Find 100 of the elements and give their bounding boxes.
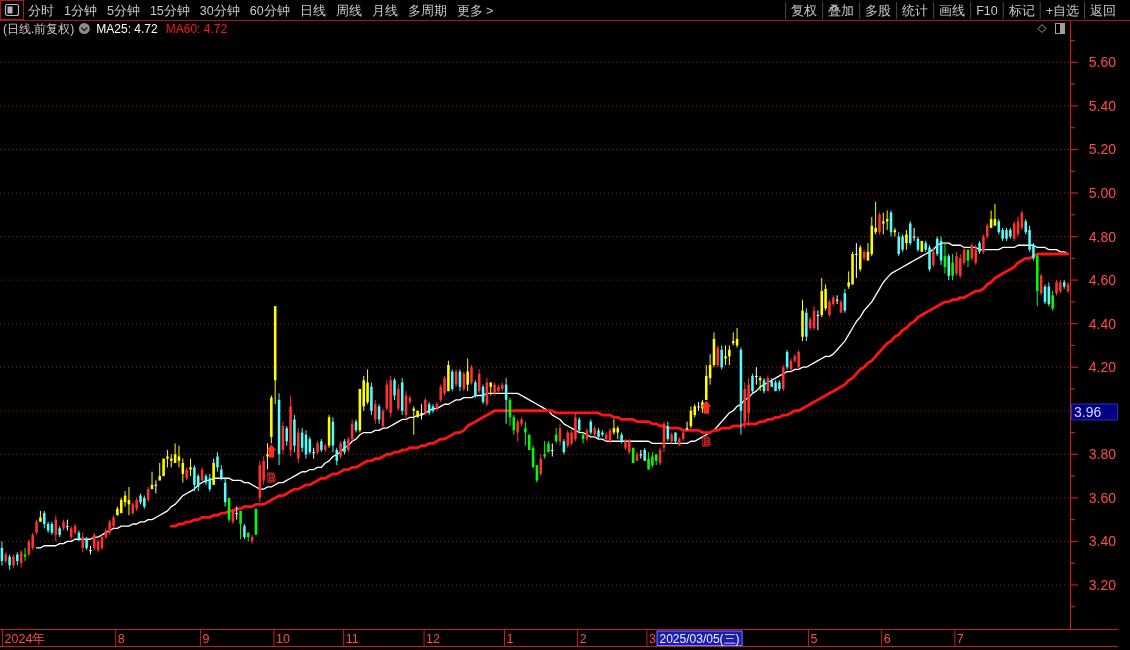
text: 月线 (371, 4, 398, 18)
annotation: B (267, 470, 277, 485)
candlestick (720, 344, 723, 370)
text: 复权 (791, 4, 818, 18)
candlestick (235, 506, 238, 521)
text: 60分钟 (249, 4, 290, 18)
y-tick-label: 5.40 (1088, 97, 1117, 114)
y-tick-label: 5.00 (1088, 185, 1117, 202)
text: 周线 (335, 4, 362, 18)
candlestick (412, 405, 416, 436)
candlestick (728, 344, 731, 366)
text: 5分钟 (106, 4, 140, 18)
candlestick (66, 519, 69, 532)
candlestick (959, 253, 962, 279)
candlestick (285, 425, 289, 447)
x-tick-label: 9 (202, 632, 210, 646)
x-tick-label: 12 (426, 632, 440, 646)
candlestick (193, 464, 196, 492)
y-tick-label: 3.40 (1088, 533, 1117, 550)
text: 1分钟 (64, 4, 97, 18)
text: F10 (976, 4, 998, 18)
text: 画线 (939, 4, 966, 18)
candlestick (574, 412, 577, 442)
candlestick (928, 244, 931, 272)
candlestick (366, 368, 369, 405)
candlestick (905, 229, 908, 251)
x-tick-label: 7 (956, 632, 964, 646)
candlestick (947, 253, 951, 281)
x-tick-label: 1 (506, 632, 514, 646)
y-tick-label: 5.60 (1088, 54, 1117, 71)
y-tick-label: 4.20 (1088, 359, 1117, 376)
y-tick-label: 3.80 (1088, 446, 1117, 463)
text: +自选 (1045, 4, 1079, 18)
candlestick (724, 344, 727, 366)
candlestick (824, 283, 827, 312)
candlestick (470, 364, 473, 386)
annotation: B (701, 435, 711, 450)
candlestick (370, 381, 373, 416)
candlestick (216, 451, 219, 473)
text: 叠加 (828, 4, 855, 18)
x-tick-label: 11 (345, 632, 359, 646)
line-series (169, 252, 1070, 528)
text: 多周期 (407, 4, 447, 18)
text: 多股 (865, 4, 892, 18)
text: MA60: 4.72 (165, 22, 228, 36)
y-tick-label: 3.60 (1088, 489, 1117, 506)
x-tick-label: 6 (883, 632, 891, 646)
candlestick (858, 244, 862, 272)
candlestick (266, 442, 269, 471)
candlestick (312, 447, 315, 460)
text: 分时 (28, 4, 54, 18)
text: 统计 (902, 4, 929, 18)
candlestick (420, 403, 423, 420)
candlestick (524, 421, 527, 447)
candlestick (239, 510, 242, 540)
candlestick (820, 277, 824, 318)
text: MA25: 4.72 (96, 22, 159, 36)
candlestick (878, 212, 881, 235)
candlestick (443, 375, 446, 397)
candlestick (932, 246, 935, 268)
text: 3.96 (1074, 404, 1102, 420)
candlestick (755, 366, 758, 386)
candlestick (466, 358, 469, 392)
candlestick (781, 364, 785, 392)
candlestick (974, 244, 977, 266)
candlestick (955, 251, 958, 277)
x-tick-label: 2024年 (4, 632, 46, 646)
y-tick-label: 3.20 (1088, 576, 1117, 593)
candlestick (374, 399, 377, 425)
candlestick (450, 368, 454, 392)
candlestick (982, 233, 985, 255)
candlestick (397, 384, 400, 412)
candlestick (882, 212, 885, 235)
candlestick (1051, 290, 1054, 312)
candlestick (797, 349, 800, 370)
text: 返回 (1090, 4, 1116, 18)
y-tick-label: 4.80 (1088, 228, 1117, 245)
candlestick (543, 440, 546, 460)
candlestick (81, 532, 85, 553)
text: 日线 (299, 4, 326, 18)
candlestick (516, 418, 519, 442)
x-tick-label: 10 (275, 632, 290, 646)
y-tick-label: 4.40 (1088, 315, 1117, 332)
x-tick-label: 5 (810, 632, 818, 646)
text: 标记 (1007, 4, 1035, 18)
x-tick-label: 3 (648, 632, 656, 646)
text: 15分钟 (149, 4, 190, 18)
candlestick (23, 547, 27, 562)
y-tick-label: 5.20 (1088, 141, 1117, 158)
text: 2025/03/05(三) (659, 631, 740, 646)
y-tick-label: 4.60 (1088, 272, 1117, 289)
candlestick (897, 231, 900, 257)
candlestick (212, 458, 215, 486)
candlestick (909, 220, 912, 246)
candlestick (551, 442, 554, 457)
candlestick (177, 445, 181, 468)
text: 更多 > (456, 4, 494, 18)
x-tick-label: 2 (579, 632, 587, 646)
candlestick (393, 377, 396, 401)
chart-title: (日线.前复权) (3, 22, 75, 36)
